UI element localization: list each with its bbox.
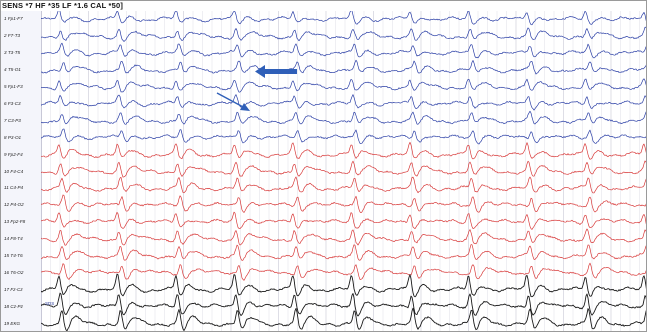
trace-channel-11: [41, 176, 646, 194]
channel-label-16: 16 T6-O2: [4, 269, 24, 275]
channel-label-column: 1 Fp1-F7 2 F7-T3 3 T3-T5 4 T5-O1 5 Fp1-F3 6 F…: [1, 11, 42, 331]
trace-channel-2: [41, 26, 646, 42]
trace-channel-13: [41, 211, 646, 230]
trace-channel-15: [41, 244, 646, 261]
trace-channel-7: [41, 110, 646, 125]
settings-bar: SENS *7 HF *35 LF *1.6 CAL *50]: [2, 1, 124, 10]
trace-channel-9: [41, 141, 646, 160]
channel-label-13: 13 Fp2-F8: [4, 219, 26, 225]
channel-label-15: 15 T4-T6: [4, 252, 23, 258]
trace-channel-12: [41, 194, 646, 214]
trace-channel-3: [41, 42, 646, 59]
channel-label-2: 2 F7-T3: [4, 33, 21, 39]
channel-label-12: 12 P4-O2: [4, 202, 24, 208]
channel-label-9: 9 Fp2-F4: [4, 151, 23, 157]
event-marker: SDS: [45, 301, 55, 306]
eeg-trace-area: [41, 11, 646, 331]
channel-label-10: 10 F4-C4: [4, 168, 24, 174]
trace-channel-14: [41, 228, 646, 246]
channel-label-1: 1 Fp1-F7: [4, 16, 23, 22]
trace-channel-19: [41, 307, 646, 331]
trace-channel-8: [41, 128, 646, 145]
channel-label-8: 8 P3-O1: [4, 134, 22, 140]
arrow-down-right-icon: [216, 92, 250, 111]
channel-label-7: 7 C3-P3: [4, 117, 21, 123]
trace-channel-18: [41, 292, 646, 317]
trace-channel-17: [41, 273, 646, 298]
channel-label-11: 11 C4-P4: [4, 185, 24, 191]
arrow-left-icon: [255, 65, 297, 78]
channel-label-18: 18 Cz-Pz: [4, 303, 23, 309]
trace-channel-1: [41, 11, 646, 26]
channel-label-4: 4 T5-O1: [4, 67, 21, 73]
channel-label-6: 6 F3-C3: [4, 100, 21, 106]
channel-label-19: 19 EKG: [4, 320, 21, 326]
channel-label-17: 17 Fz-Cz: [4, 286, 23, 292]
trace-channel-4: [41, 59, 646, 75]
channel-label-3: 3 T3-T5: [4, 50, 21, 56]
channel-label-5: 5 Fp1-F3: [4, 84, 23, 90]
trace-channel-5: [41, 78, 646, 93]
trace-channel-6: [41, 94, 646, 111]
trace-channel-16: [41, 262, 646, 281]
channel-label-14: 14 F8-T4: [4, 236, 23, 242]
trace-channel-10: [41, 160, 646, 178]
